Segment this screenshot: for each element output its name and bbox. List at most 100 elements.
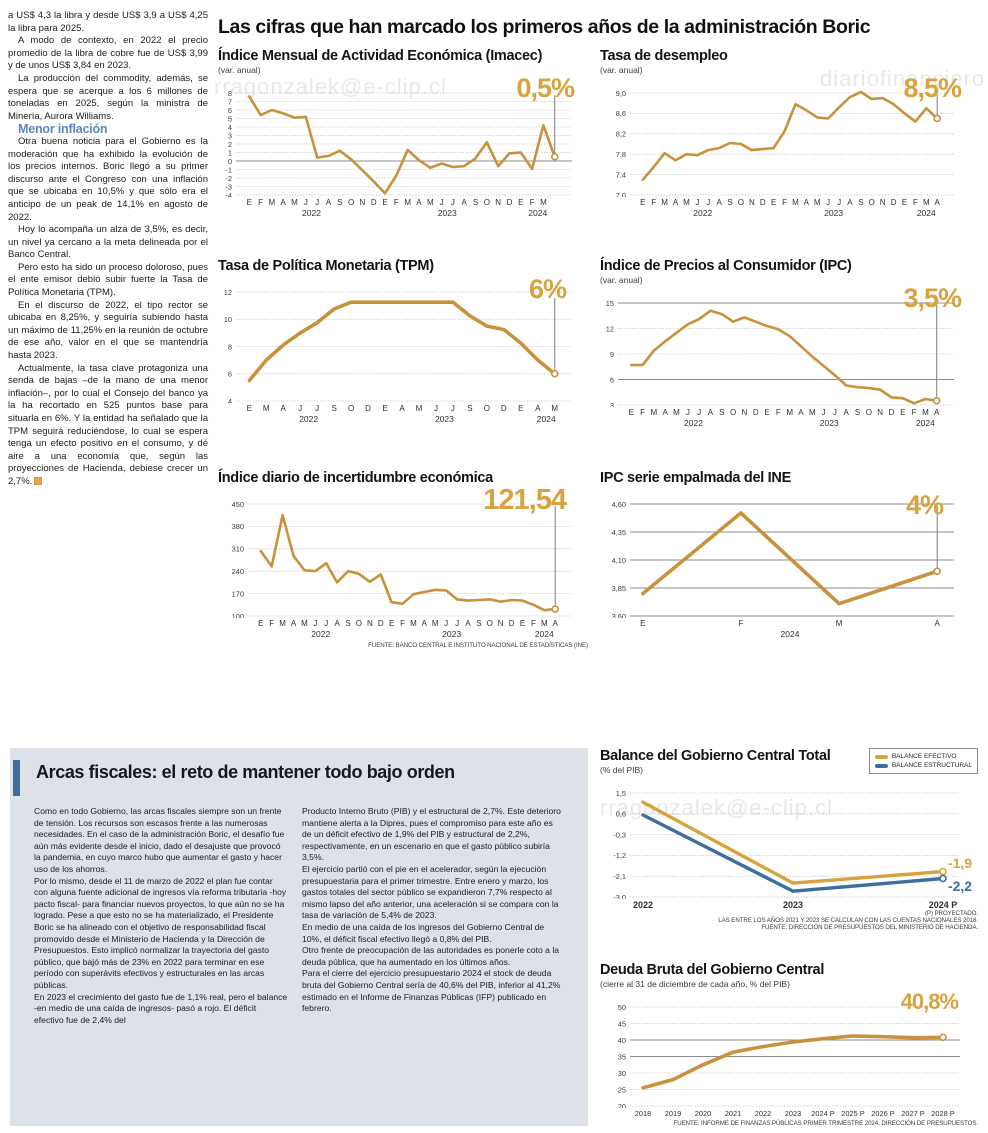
chart-plot-area: 50 45 40 35 30 25 20 40,8% 2018 2019 2020 2021 2022 2… [600, 989, 978, 1128]
x-tick-label: E [900, 408, 906, 417]
x-tick-label: N [879, 198, 886, 207]
svg-text:10: 10 [224, 315, 232, 324]
paragraph: Hoy lo acompaña un alza de 3,5%, es deci… [8, 224, 208, 261]
chart-plot-area: 9,0 8,6 8,2 7,8 7,4 7,0 8,5% E F M A M J J A S O N D E F M A M J… [600, 75, 975, 220]
svg-text:0: 0 [228, 157, 232, 166]
x-tick-label: 2023 [784, 1109, 802, 1118]
chart-callout-value: 40,8% [900, 989, 959, 1014]
x-tick-label: D [888, 408, 895, 417]
chart-title: Balance del Gobierno Central Total [600, 748, 831, 764]
svg-text:6: 6 [610, 375, 614, 384]
x-tick-label: M [301, 619, 308, 628]
chart-callout-value: 6% [528, 274, 567, 304]
x-tick-label: D [752, 408, 759, 417]
paragraph: Producto Interno Bruto (PIB) y el estruc… [302, 806, 561, 863]
chart-period-labels: 2022 2023 2024 [218, 629, 588, 641]
x-tick-label: M [551, 404, 559, 413]
paragraph: En 2023 el crecimiento del gasto fue de … [34, 991, 288, 1025]
x-tick-label: M [683, 198, 690, 207]
paragraph: A modo de contexto, en 2022 el precio pr… [8, 35, 208, 72]
x-tick-label: E [382, 198, 388, 207]
x-tick-label: S [858, 198, 864, 207]
end-of-article-mark [34, 476, 43, 485]
svg-text:35: 35 [618, 1052, 626, 1061]
svg-text:5: 5 [228, 114, 232, 123]
x-tick-label: J [837, 198, 842, 207]
chart-period-labels: 2022 2023 2024 [600, 208, 975, 220]
chart-callout-value: 4% [905, 490, 944, 520]
x-tick-label: J [439, 198, 444, 207]
bottom-article-panel [10, 748, 588, 1126]
svg-text:-1: -1 [225, 165, 232, 174]
x-tick-label: J [298, 404, 303, 413]
paragraph: La producción del commodity, además, se … [8, 72, 208, 122]
x-tick-label: A [461, 198, 467, 207]
chart-desempleo: Tasa de desempleo (var. anual) 9,0 8,6 8,2 7,… [600, 48, 975, 220]
chart-callout-value: 8,5% [903, 73, 962, 103]
svg-text:8,6: 8,6 [616, 109, 626, 118]
svg-text:-3: -3 [225, 182, 232, 191]
x-tick-label: N [359, 198, 366, 207]
x-tick-label: D [377, 619, 384, 628]
svg-text:240: 240 [232, 567, 244, 576]
svg-text:4,10: 4,10 [612, 556, 626, 565]
x-tick-label: A [934, 408, 940, 417]
chart-callout-value: 121,54 [483, 484, 567, 516]
x-tick-label: J [685, 408, 690, 417]
chart-source-note: FUENTE: BANCO CENTRAL E INSTITUTO NACION… [368, 642, 588, 649]
chart-title: Tasa de Política Monetaria (TPM) [218, 258, 434, 274]
x-tick-label: O [865, 408, 872, 417]
chart-legend: BALANCE EFECTIVO BALANCE ESTRUCTURAL [868, 748, 978, 774]
x-tick-label: D [890, 198, 897, 207]
chart-title: Índice diario de incertidumbre económica [218, 470, 493, 486]
paragraph: Otro frente de preocupación de las autor… [302, 945, 560, 967]
x-tick-label: E [518, 404, 524, 413]
x-tick-label: M [426, 198, 434, 207]
x-tick-label: E [764, 408, 770, 417]
chart-period-labels: 2024 [600, 629, 975, 641]
x-tick-label: M [792, 198, 799, 207]
x-tick-label: 2022 [633, 900, 654, 910]
x-tick-label: 2019 [664, 1109, 682, 1118]
x-tick-label: M [650, 408, 658, 417]
svg-text:-2,1: -2,1 [613, 872, 626, 881]
year-label: 2023 [437, 208, 457, 218]
x-tick-label: D [365, 404, 371, 413]
year-label: 2022 [684, 418, 703, 428]
svg-text:9,0: 9,0 [616, 89, 626, 98]
svg-text:7,4: 7,4 [616, 170, 626, 179]
paragraph: Para el cierre del ejercicio presupuesta… [302, 968, 561, 1014]
x-tick-label: 2028 P [931, 1109, 955, 1118]
x-tick-label: O [729, 408, 737, 417]
x-tick-label: A [803, 198, 810, 207]
chart-title: IPC serie empalmada del INE [600, 470, 791, 486]
year-label: 2024 [916, 208, 936, 218]
svg-text:380: 380 [232, 522, 244, 531]
x-tick-label: A [334, 619, 340, 628]
x-tick-label: 2024 P [811, 1109, 835, 1118]
x-tick-label: F [393, 198, 399, 207]
x-tick-label: S [476, 619, 482, 628]
chart-plot-area: 8 7 6 5 4 3 2 1 0 -1 -2 -3 -4 0,5% E F M A M J J A S O N D E F M A M J J… [218, 75, 588, 220]
chart-subtitle: (var. anual) [600, 65, 643, 75]
x-tick-label: A [934, 619, 940, 628]
x-tick-label: 2022 [754, 1109, 772, 1118]
bottom-article-column-1: Como en todo Gobierno, las arcas fiscale… [34, 806, 288, 1026]
x-tick-label: M [540, 619, 548, 628]
x-tick-label: M [415, 404, 423, 413]
bottom-article-title: Arcas fiscales: el reto de mantener todo… [36, 762, 455, 782]
x-tick-label: M [922, 198, 930, 207]
x-tick-label: A [843, 408, 849, 417]
x-tick-label: D [759, 198, 766, 207]
x-tick-label: O [486, 619, 493, 628]
bottom-article-column-2: Producto Interno Bruto (PIB) y el estruc… [302, 806, 564, 1015]
svg-text:3,85: 3,85 [612, 584, 626, 593]
x-tick-label: E [519, 619, 526, 628]
svg-text:8,2: 8,2 [616, 130, 626, 139]
svg-text:20: 20 [618, 1102, 626, 1108]
x-tick-label: A [325, 198, 332, 207]
x-tick-label: A [716, 198, 722, 207]
page-headline: Las cifras que han marcado los primeros … [218, 16, 871, 38]
